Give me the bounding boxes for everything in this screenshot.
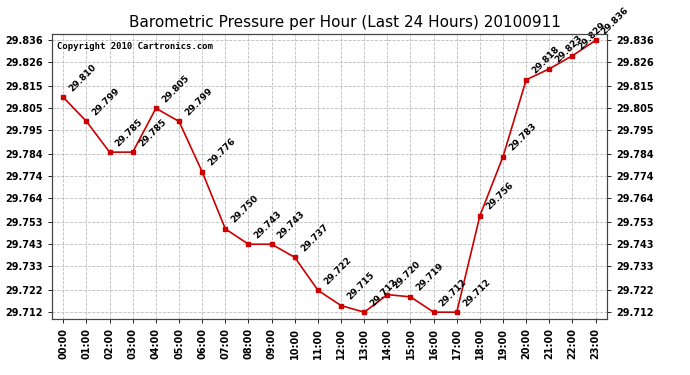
Text: 29.712: 29.712 — [461, 277, 492, 308]
Text: 29.715: 29.715 — [345, 270, 376, 302]
Text: 29.823: 29.823 — [553, 34, 584, 64]
Text: Barometric Pressure per Hour (Last 24 Hours) 20100911: Barometric Pressure per Hour (Last 24 Ho… — [129, 15, 561, 30]
Text: 29.737: 29.737 — [299, 222, 330, 253]
Text: 29.785: 29.785 — [114, 117, 145, 148]
Text: 29.719: 29.719 — [415, 261, 446, 292]
Text: 29.750: 29.750 — [230, 194, 260, 225]
Text: 29.743: 29.743 — [276, 209, 307, 240]
Text: 29.799: 29.799 — [184, 86, 215, 117]
Text: 29.799: 29.799 — [90, 86, 122, 117]
Text: 29.743: 29.743 — [253, 209, 284, 240]
Text: 29.720: 29.720 — [391, 260, 422, 291]
Text: 29.712: 29.712 — [437, 277, 469, 308]
Text: 29.722: 29.722 — [322, 255, 353, 286]
Text: 29.776: 29.776 — [206, 136, 237, 168]
Text: 29.836: 29.836 — [600, 5, 631, 36]
Text: 29.805: 29.805 — [160, 73, 191, 104]
Text: 29.810: 29.810 — [68, 62, 99, 93]
Text: 29.785: 29.785 — [137, 117, 168, 148]
Text: 29.829: 29.829 — [577, 21, 608, 51]
Text: 29.712: 29.712 — [368, 277, 400, 308]
Text: 29.756: 29.756 — [484, 180, 515, 212]
Text: 29.783: 29.783 — [507, 122, 538, 152]
Text: 29.818: 29.818 — [531, 45, 561, 76]
Text: Copyright 2010 Cartronics.com: Copyright 2010 Cartronics.com — [57, 42, 213, 51]
